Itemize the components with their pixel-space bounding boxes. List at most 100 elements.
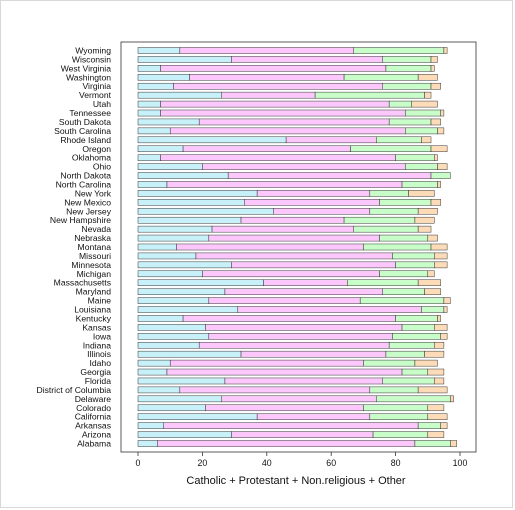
bar-other-new-mexico [430,199,441,206]
bar-catholic-new-jersey [137,208,274,215]
bar-other-wisconsin [430,56,438,63]
state-label: Idaho [89,358,111,368]
bar-other-nevada [417,225,432,233]
bar-other-delaware [450,395,454,403]
bar-protestant-iowa [208,333,393,340]
bar-protestant-illinois [240,350,387,358]
bar-non-religious-wyoming [353,47,445,54]
bar-protestant-georgia [166,368,403,376]
bar-protestant-maine [208,297,361,304]
bar-protestant-north-dakota [227,172,432,179]
bar-non-religious-wisconsin [382,56,432,63]
state-label: Delaware [75,394,112,404]
bar-protestant-maryland [224,288,383,295]
state-label: Kansas [82,322,111,332]
bar-catholic-indiana [137,341,200,349]
state-label: Oklahoma [72,153,111,163]
bar-catholic-south-carolina [137,127,171,135]
bar-other-new-jersey [417,208,438,215]
bar-protestant-florida [224,377,383,385]
bar-protestant-colorado [205,404,364,412]
bar-non-religious-west-virginia [385,65,432,72]
bar-other-colorado [427,404,445,412]
bar-protestant-alabama [157,440,416,447]
bar-other-michigan [427,270,435,278]
bar-protestant-arizona [231,431,374,438]
bar-protestant-utah [160,100,390,108]
bar-protestant-arkansas [163,422,419,429]
bar-other-utah [411,100,438,108]
bar-catholic-washington [137,74,190,81]
state-label: Tennessee [69,108,111,118]
state-label: Colorado [76,403,111,413]
bar-protestant-north-carolina [166,181,403,188]
state-label: West Virginia [61,63,112,73]
bar-non-religious-montana [363,243,432,251]
state-label: Alabama [77,439,111,449]
bar-protestant-louisiana [237,306,422,313]
x-tick-label: 60 [326,458,336,468]
state-label: Kentucky [76,313,112,323]
bar-non-religious-kansas [401,324,435,331]
bar-catholic-colorado [137,404,206,412]
bar-protestant-oklahoma [160,154,396,161]
state-label: Michigan [77,269,112,279]
bar-catholic-florida [137,377,226,385]
state-label: Arkansas [75,421,111,431]
bar-catholic-michigan [137,270,203,278]
bar-non-religious-nevada [353,225,419,233]
state-label: Missouri [79,251,111,261]
state-label: Indiana [83,340,111,350]
bar-non-religious-south-carolina [405,127,438,135]
x-tick-label: 40 [262,458,272,468]
state-label: District of Columbia [37,385,112,395]
bar-protestant-wyoming [179,47,354,54]
state-label: Nebraska [74,233,111,243]
state-label: Nevada [81,224,111,234]
bar-non-religious-georgia [401,368,429,376]
bar-protestant-michigan [202,270,380,278]
bar-catholic-tennessee [137,109,161,117]
bar-catholic-arkansas [137,422,164,429]
bar-catholic-massachusetts [137,279,264,286]
state-label: Virginia [82,81,111,91]
bar-catholic-missouri [137,252,197,260]
bar-other-south-carolina [437,127,445,135]
bar-non-religious-louisiana [421,306,445,313]
bar-protestant-idaho [169,359,364,367]
bar-non-religious-oregon [350,145,432,153]
bar-protestant-new-hampshire [240,216,345,224]
bar-catholic-oklahoma [137,154,161,161]
state-label: Vermont [79,90,112,100]
bar-other-rhode-island [421,136,432,144]
bar-non-religious-north-dakota [430,172,451,179]
bar-other-louisiana [443,306,448,313]
bar-protestant-nevada [211,225,354,233]
bar-other-california [427,413,448,420]
bar-other-illinois [424,350,445,358]
bar-non-religious-washington [343,74,419,81]
bar-non-religious-new-mexico [379,199,432,206]
bar-catholic-arizona [137,431,232,438]
bar-non-religious-idaho [363,359,416,367]
state-label: North Dakota [60,171,111,181]
state-label: South Dakota [59,117,111,127]
bar-other-wyoming [443,47,448,54]
bar-protestant-virginia [173,82,383,90]
bar-other-missouri [434,252,448,260]
bar-catholic-kansas [137,324,206,331]
bar-catholic-georgia [137,368,168,376]
bar-other-florida [434,377,445,385]
bar-catholic-kentucky [137,315,184,322]
bar-catholic-vermont [137,91,222,99]
bar-non-religious-new-hampshire [343,216,416,224]
bar-non-religious-indiana [388,341,435,349]
bar-other-ohio [437,163,448,170]
bar-protestant-tennessee [160,109,406,117]
bar-protestant-washington [189,74,345,81]
bar-non-religious-utah [388,100,412,108]
bar-catholic-minnesota [137,261,232,269]
bar-protestant-minnesota [231,261,396,269]
bar-protestant-new-jersey [273,208,371,215]
bar-non-religious-ohio [405,163,438,170]
